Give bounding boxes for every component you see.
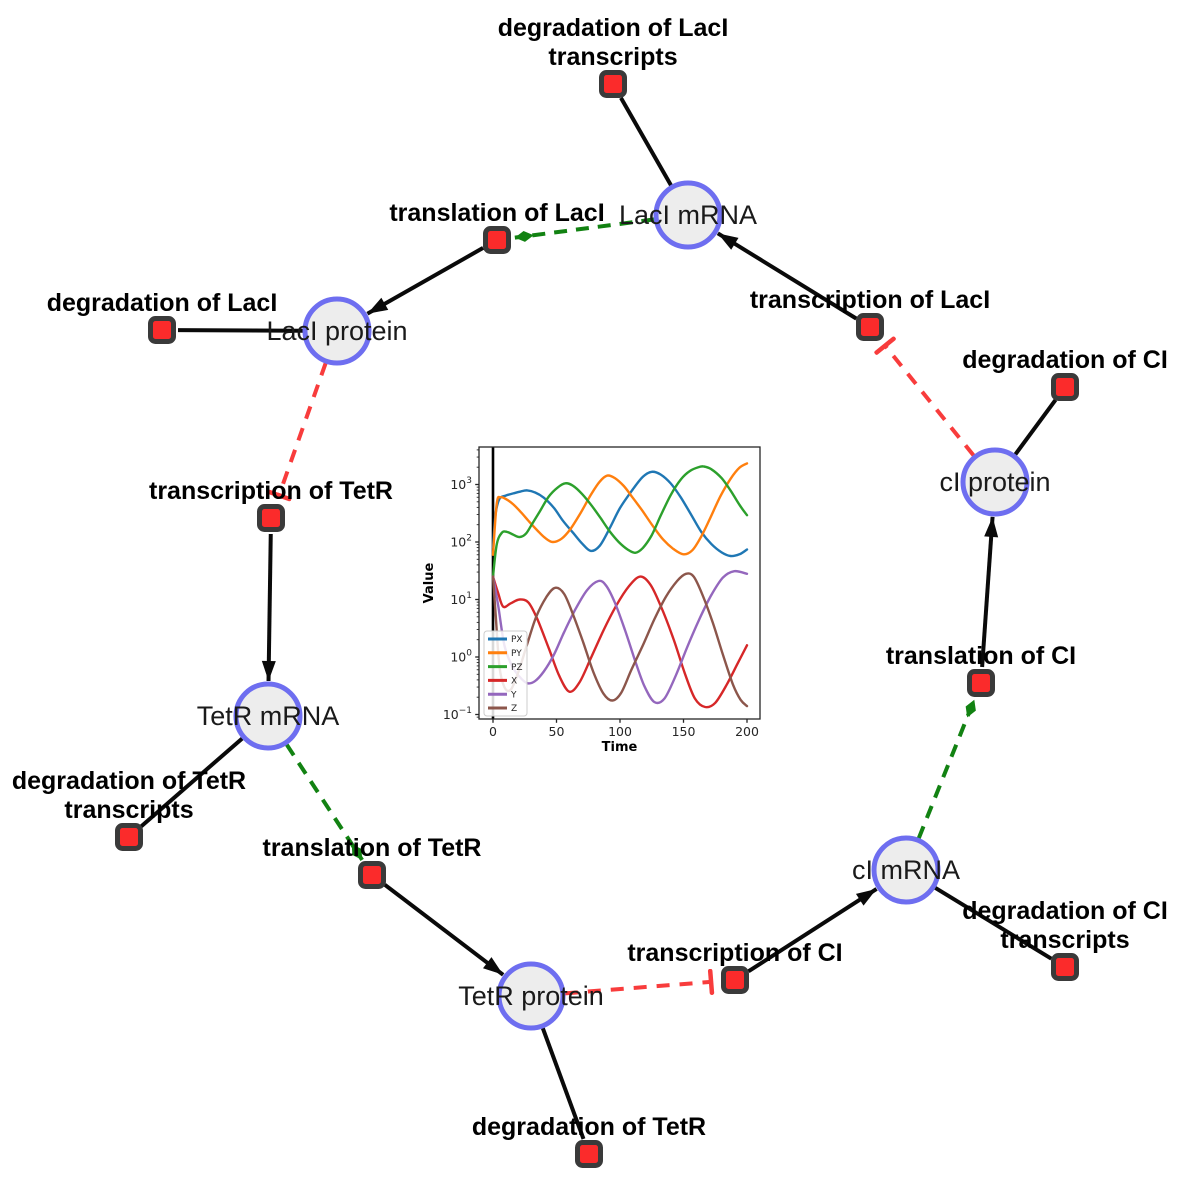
reaction-node-transcription-ci[interactable] (721, 966, 749, 994)
edge-production-transcription-ci-to-ci-mrna (747, 887, 878, 974)
edge-inhibition-tetr-protein-to-transcription-ci (564, 982, 711, 996)
edge-inhibition-ci-protein-to-transcription-laci (885, 346, 976, 457)
chart-legend-label-X: X (511, 677, 517, 687)
edge-production-translation-laci-to-laci-protein (366, 246, 485, 316)
reaction-node-transcription-tetr[interactable] (257, 504, 285, 532)
chart-legend: PX PY PZ XYZ (483, 630, 528, 717)
reaction-node-translation-tetr[interactable] (358, 861, 386, 889)
species-node-tetr-mrna[interactable] (233, 681, 303, 751)
reaction-label-deg-laci: degradation of LacI (47, 289, 278, 317)
edge-production-translation-ci-to-ci-protein (980, 516, 999, 668)
labels-layer: LacI mRNA LacI protein cI protein TetR mRNA… (12, 14, 1168, 1141)
reaction-label-translation-tetr: translation of TetR (263, 834, 482, 862)
species-node-ci-mrna[interactable] (871, 835, 941, 905)
species-label-tetr-protein: TetR protein (458, 981, 604, 1011)
species-node-ci-protein[interactable] (960, 447, 1030, 517)
chart-x-ticklabel: 150 (672, 724, 696, 739)
reaction-node-translation-ci[interactable] (967, 669, 995, 697)
reaction-node-deg-tetr-transcripts[interactable] (115, 823, 143, 851)
species-node-tetr-protein[interactable] (496, 961, 566, 1031)
chart-ylabel: Value (422, 562, 437, 603)
reaction-label-transcription-ci: transcription of CI (627, 939, 842, 967)
chart-legend-label-PY: PY (511, 649, 522, 659)
reaction-label-translation-ci: translation of CI (886, 642, 1076, 670)
species-label-laci-protein: LacI protein (266, 316, 407, 346)
reaction-label-deg-tetr: degradation of TetR (472, 1113, 706, 1141)
edge-modifier-ci-mrna-to-translation-ci (916, 698, 977, 840)
chart-series-PZ (491, 465, 749, 578)
edge-production-transcription-laci-to-laci-mrna (716, 231, 858, 321)
chart-legend-label-Z: Z (511, 704, 517, 714)
reaction-label-transcription-tetr: transcription of TetR (149, 477, 393, 505)
edge-consumption-tetr-protein-to-deg-tetr (540, 1027, 586, 1140)
edge-modifier-tetr-mrna-to-translation-tetr (284, 743, 364, 862)
nodes-layer (115, 70, 1079, 1168)
chart-x-ticklabel: 0 (489, 724, 497, 739)
reaction-label-deg-tetr-transcripts-line1: degradation of TetR (12, 767, 246, 795)
chart-legend-label-PZ: PZ (511, 663, 523, 673)
reaction-node-deg-ci-transcripts[interactable] (1051, 953, 1079, 981)
reaction-label-deg-laci-transcripts-line1: degradation of LacI (498, 14, 729, 42)
species-node-laci-mrna[interactable] (653, 180, 723, 250)
chart-legend-label-Y: Y (510, 690, 517, 700)
reaction-label-deg-laci-transcripts-line2: transcripts (548, 43, 677, 71)
reaction-node-deg-laci-transcripts[interactable] (599, 70, 627, 98)
species-label-laci-mrna: LacI mRNA (619, 200, 757, 230)
chart-x-ticklabel: 50 (549, 724, 565, 739)
chart-xlabel: Time (602, 740, 638, 755)
reaction-node-deg-tetr[interactable] (575, 1140, 603, 1168)
reaction-node-translation-laci[interactable] (483, 226, 511, 254)
edge-consumption-laci-mrna-to-deg-laci-transcripts (619, 96, 673, 187)
chart-series-X (491, 575, 749, 709)
reaction-node-deg-ci[interactable] (1051, 373, 1079, 401)
chart-x-ticklabel: 100 (608, 724, 632, 739)
reaction-label-deg-ci-transcripts-line1: degradation of CI (962, 897, 1168, 925)
edge-consumption-ci-mrna-to-deg-ci-transcripts (933, 885, 1053, 961)
edge-production-transcription-tetr-to-tetr-mrna (261, 533, 276, 682)
edge-consumption-laci-protein-to-deg-laci (177, 328, 304, 333)
chart-legend-label-PX: PX (511, 635, 523, 645)
simulation-chart: 0 50 100 150 20010−1100101102103TimeValuePXP… (418, 432, 776, 758)
species-label-ci-protein: cI protein (939, 467, 1050, 497)
reaction-label-translation-laci: translation of LacI (389, 199, 604, 227)
edge-modifier-laci-mrna-to-translation-laci (514, 217, 655, 242)
reaction-label-deg-tetr-transcripts-line2: transcripts (64, 796, 193, 824)
edge-consumption-ci-protein-to-deg-ci (1013, 398, 1058, 456)
reaction-node-transcription-laci[interactable] (856, 313, 884, 341)
reaction-label-deg-ci-transcripts-line2: transcripts (1000, 926, 1129, 954)
chart-x-axis: 0 50 100 150 200 (489, 719, 759, 739)
edge-inhibition-laci-protein-to-transcription-tetr (279, 362, 328, 495)
chart-x-ticklabel: 200 (735, 724, 759, 739)
species-label-ci-mrna: cI mRNA (852, 855, 960, 885)
edge-production-translation-tetr-to-tetr-protein (383, 883, 505, 977)
reaction-label-transcription-laci: transcription of LacI (750, 286, 990, 314)
edges-layer (139, 96, 1058, 1140)
reaction-node-deg-laci[interactable] (148, 316, 176, 344)
chart-series-PY (491, 462, 749, 556)
reaction-label-deg-ci: degradation of CI (962, 346, 1168, 374)
species-label-tetr-mrna: TetR mRNA (197, 701, 340, 731)
edge-consumption-tetr-mrna-to-deg-tetr-transcripts (139, 736, 244, 829)
species-node-laci-protein[interactable] (302, 296, 372, 366)
